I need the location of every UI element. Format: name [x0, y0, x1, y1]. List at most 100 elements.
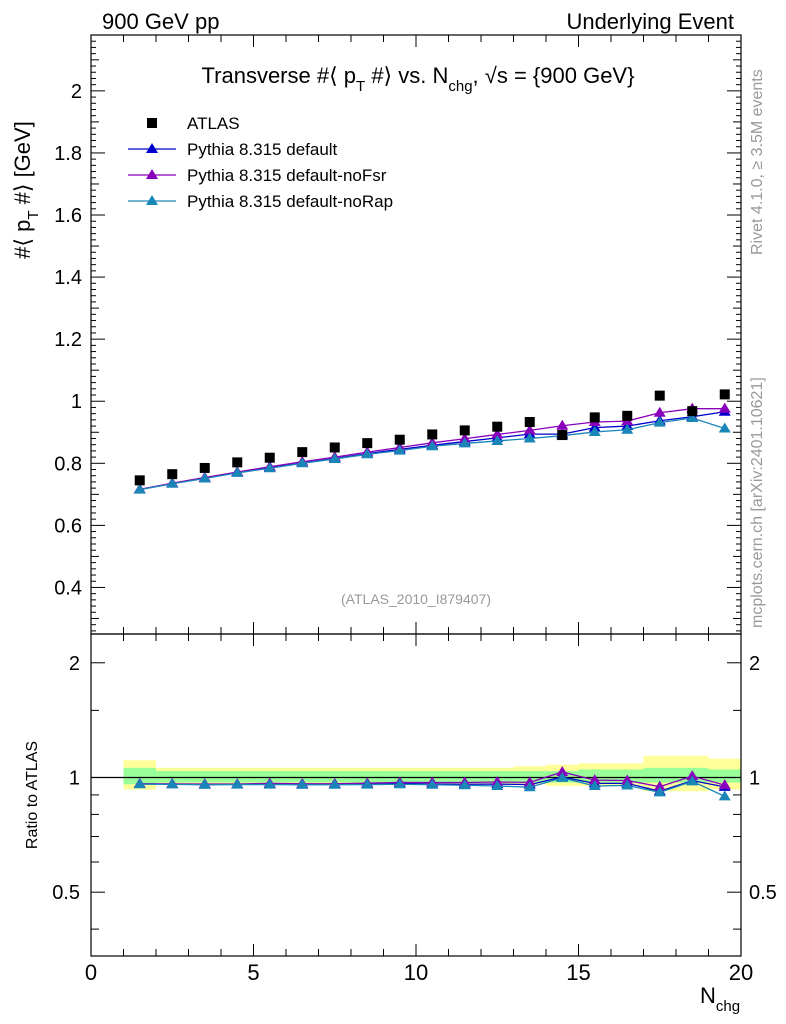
series-line-norap [139, 417, 725, 491]
ratio-point-norap [198, 778, 211, 789]
ratio-y-tick-label: 2 [69, 653, 80, 675]
ratio-y-tick-label-right: 0.5 [749, 882, 777, 904]
point-norap [231, 466, 244, 477]
point-nofsr [556, 419, 569, 430]
ratio-point-norap [653, 786, 666, 797]
top-y-tick-label: 0.6 [54, 515, 82, 537]
legend-item-nofsr: Pythia 8.315 default-noFsr [128, 166, 387, 185]
series-line-default [139, 411, 725, 491]
ratio-point-norap [296, 778, 309, 789]
point-atlas [167, 469, 178, 480]
point-norap [426, 440, 439, 451]
rivet-version-label: Rivet 4.1.0, ≥ 3.5M events [749, 69, 766, 255]
legend-label-default: Pythia 8.315 default [187, 140, 338, 159]
ratio-point-nofsr [556, 765, 569, 776]
ratio-point-norap [491, 779, 504, 790]
top-y-tick-label: 1 [71, 391, 82, 413]
legend-marker-nofsr [146, 169, 158, 179]
ratio-band-inner [253, 770, 286, 783]
point-norap [523, 432, 536, 443]
ratio-point-norap [426, 778, 439, 789]
ratio-band-inner [643, 767, 676, 783]
ratio-point-norap [393, 778, 406, 789]
point-norap [133, 483, 146, 494]
point-norap [718, 422, 731, 433]
point-atlas [687, 406, 698, 417]
header-left-label: 900 GeV pp [102, 9, 219, 34]
legend-marker-atlas [147, 118, 157, 128]
ratio-point-norap [621, 779, 634, 790]
top-y-tick-label: 0.4 [54, 577, 82, 599]
point-atlas [297, 447, 308, 458]
ratio-point-nofsr [653, 780, 666, 791]
x-tick-label: 10 [404, 960, 428, 985]
ratio-point-norap [523, 781, 536, 792]
ratio-y-tick-label: 0.5 [52, 882, 80, 904]
top-y-tick-label: 1.6 [54, 205, 82, 227]
point-atlas [134, 475, 145, 486]
legend-item-default: Pythia 8.315 default [128, 140, 338, 159]
ratio-band-inner [156, 770, 189, 783]
ratio-band-inner [351, 770, 384, 783]
ratio-point-norap [718, 790, 731, 801]
point-atlas [589, 412, 600, 423]
legend-marker-norap [146, 195, 158, 205]
point-atlas [459, 425, 470, 436]
header-right-label: Underlying Event [566, 9, 734, 34]
top-y-tick-label: 0.8 [54, 453, 82, 475]
ratio-point-nofsr [718, 779, 731, 790]
ratio-point-norap [588, 779, 601, 790]
x-tick-label: 15 [566, 960, 590, 985]
point-atlas [394, 434, 405, 445]
point-norap [653, 416, 666, 427]
ratio-point-norap [328, 778, 341, 789]
point-nofsr [491, 428, 504, 439]
top-y-axis-label: #⟨ pT #⟩ [GeV] [10, 121, 42, 259]
ratio-band-inner [318, 770, 351, 783]
point-norap [328, 452, 341, 463]
top-y-tick-label: 1.8 [54, 143, 82, 165]
top-y-tick-label: 2 [71, 81, 82, 103]
mcplots-credit-label: mcplots.cern.ch [arXiv:2401.10621] [749, 377, 766, 628]
point-norap [686, 411, 699, 422]
point-norap [296, 457, 309, 468]
ratio-point-norap [263, 778, 276, 789]
ratio-y-tick-label: 1 [69, 767, 80, 789]
point-nofsr [718, 402, 731, 413]
point-norap [361, 448, 374, 459]
point-atlas [557, 430, 568, 441]
ratio-point-norap [231, 778, 244, 789]
legend-label-atlas: ATLAS [187, 114, 240, 133]
ratio-y-tick-label-right: 2 [749, 653, 760, 675]
point-norap [621, 423, 634, 434]
ratio-point-norap [556, 771, 569, 782]
point-atlas [232, 457, 243, 468]
chart-title: Transverse #⟨ pT #⟩ vs. Nchg, √s = {900 … [202, 63, 635, 95]
point-norap [458, 437, 471, 448]
point-atlas [492, 421, 503, 432]
point-atlas [199, 462, 210, 473]
point-atlas [719, 389, 730, 400]
point-nofsr [653, 406, 666, 417]
x-tick-label: 20 [729, 960, 753, 985]
ratio-band-inner [708, 769, 741, 783]
ratio-band-inner [188, 770, 221, 783]
point-atlas [264, 452, 275, 463]
ratio-band-inner [286, 770, 319, 783]
legend: ATLAS Pythia 8.315 default Pythia 8.315 … [128, 114, 393, 211]
ratio-point-norap [686, 775, 699, 786]
ratio-point-norap [133, 778, 146, 789]
point-atlas [524, 417, 535, 428]
point-norap [393, 444, 406, 455]
ratio-y-tick-label-right: 1 [749, 767, 760, 789]
point-atlas [622, 410, 633, 421]
ratio-panel-frame [90, 633, 742, 957]
x-axis-label: Nchg [700, 983, 740, 1015]
point-nofsr [523, 424, 536, 435]
point-atlas [427, 429, 438, 440]
point-norap [263, 462, 276, 473]
point-atlas [329, 442, 340, 453]
ratio-point-nofsr [588, 774, 601, 785]
ratio-band-inner [221, 770, 254, 783]
